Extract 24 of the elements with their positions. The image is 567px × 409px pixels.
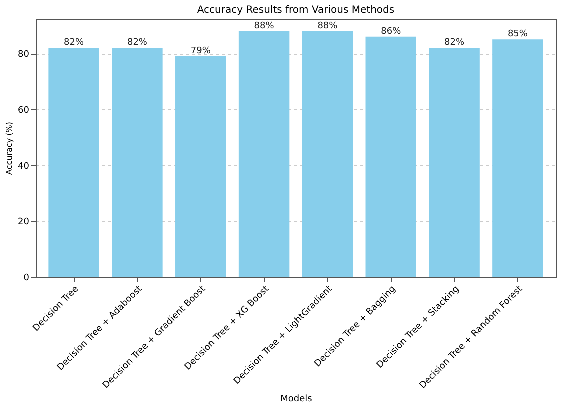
bar (366, 36, 416, 277)
data-label: 82% (444, 38, 465, 48)
x-axis-title: Models (280, 394, 313, 405)
data-label: 88% (254, 21, 275, 32)
data-label: 88% (318, 21, 338, 32)
bar (112, 48, 163, 277)
bar (492, 40, 544, 277)
y-tick-label: 20 (18, 218, 30, 228)
data-label: 79% (190, 46, 212, 56)
chart-title: Accuracy Results from Various Methods (197, 5, 395, 16)
bar (48, 48, 100, 277)
bar (429, 48, 480, 277)
bar (176, 56, 226, 277)
y-tick-label: 40 (18, 162, 30, 172)
bar (302, 31, 354, 277)
data-label: 85% (508, 30, 528, 40)
y-tick-label: 80 (18, 50, 30, 60)
data-label: 86% (381, 26, 402, 37)
bar (238, 31, 290, 277)
data-label: 82% (64, 38, 84, 48)
y-axis-title: Accuracy (%) (5, 122, 14, 175)
y-tick-label: 0 (24, 274, 30, 284)
y-tick-label: 60 (18, 106, 30, 116)
data-label: 82% (127, 38, 148, 48)
